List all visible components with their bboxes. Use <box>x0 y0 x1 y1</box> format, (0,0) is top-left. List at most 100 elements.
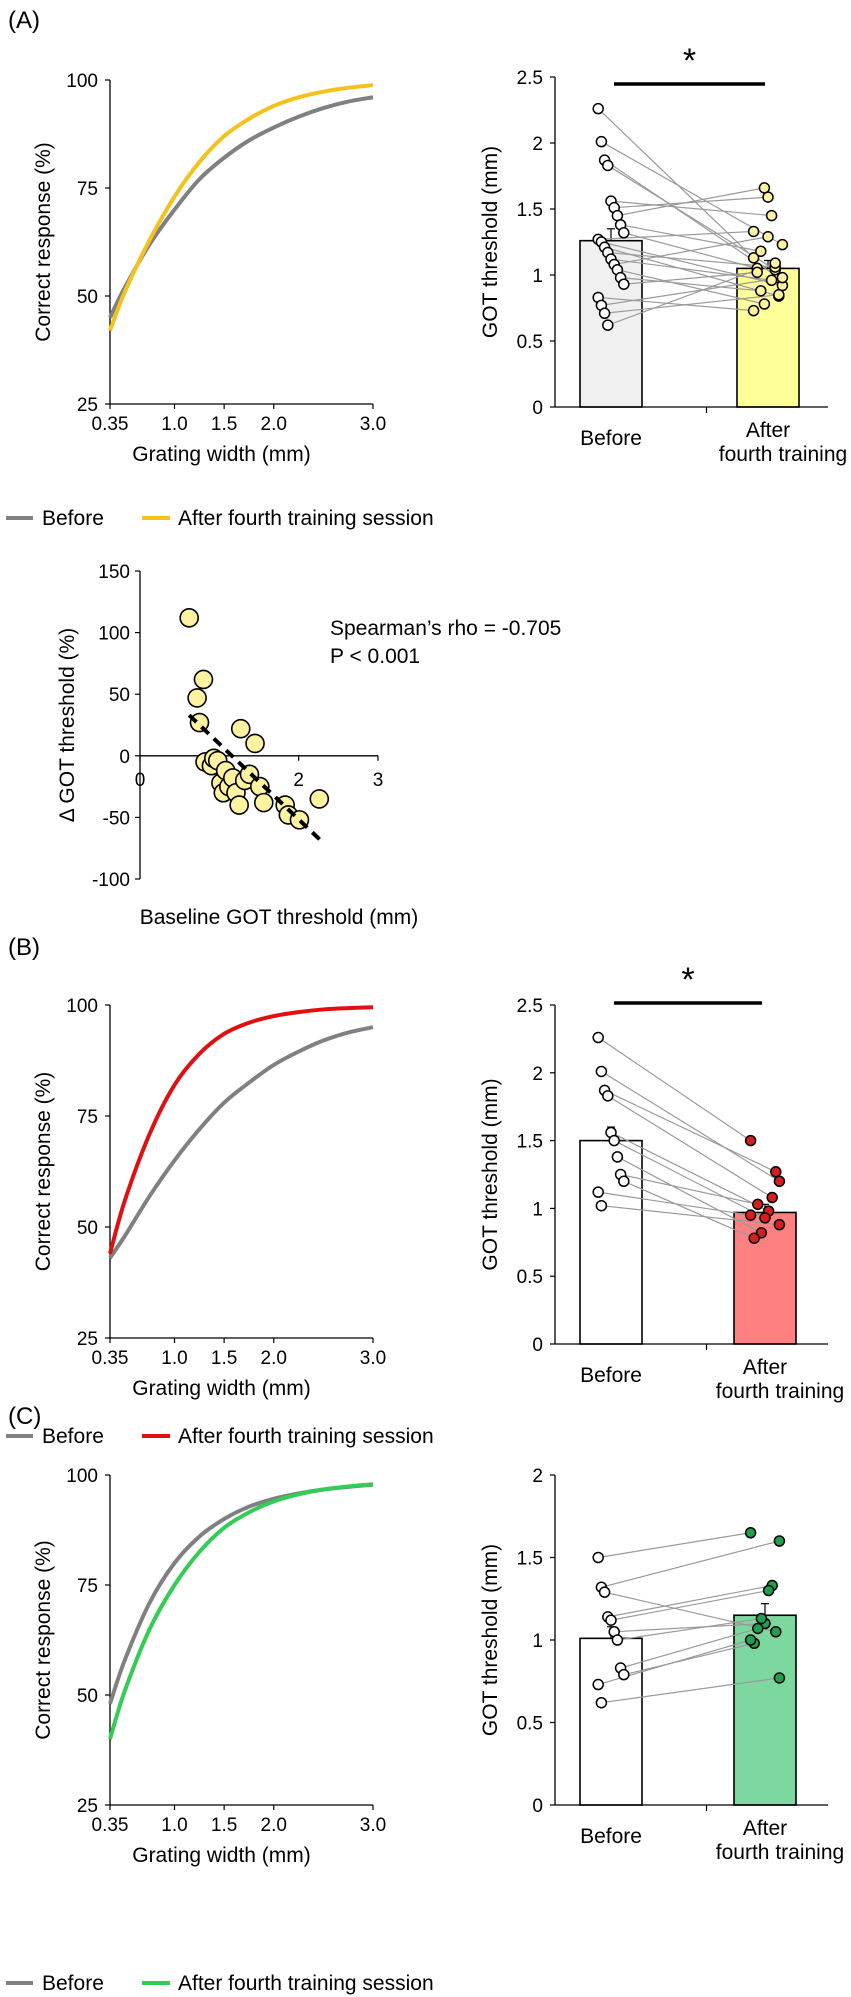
pair-line <box>601 277 783 306</box>
point-before <box>618 227 630 239</box>
point-after <box>773 1672 786 1684</box>
y-axis-label: GOT threshold (mm) <box>479 146 502 338</box>
point-after <box>755 245 767 257</box>
y-axis-label: Correct response (%) <box>32 1540 55 1740</box>
scatter-point <box>229 795 249 815</box>
pair-line <box>607 1095 773 1199</box>
x-tick-label: 0.35 <box>92 414 129 435</box>
pair-line <box>598 1532 751 1559</box>
pair-line <box>601 1205 780 1226</box>
y-tick-label: 100 <box>66 1466 98 1487</box>
y-tick-label: 50 <box>77 1218 98 1239</box>
point-after <box>755 285 767 297</box>
series-line-after <box>108 83 374 332</box>
panel-label: (B) <box>8 934 40 961</box>
series-line-after <box>108 1482 374 1740</box>
y-tick-label: 25 <box>77 1796 98 1817</box>
point-after <box>765 274 778 287</box>
y-tick-label: 2 <box>532 134 543 155</box>
x-tick-label: 1.0 <box>161 414 187 435</box>
y-tick-label: 0.5 <box>517 1714 543 1735</box>
point-before <box>602 319 614 331</box>
y-tick-label: 75 <box>77 1107 98 1128</box>
y-tick-label: 1.5 <box>517 1549 543 1570</box>
x-axis-label: Grating width (mm) <box>132 1844 311 1867</box>
y-tick-label: 50 <box>77 287 98 308</box>
pair-line <box>604 294 779 314</box>
point-after <box>766 1191 778 1204</box>
pair-line <box>610 200 772 217</box>
y-tick-label: 2.5 <box>517 68 543 89</box>
scatter-point <box>253 792 274 813</box>
point-before <box>592 102 604 115</box>
point-after <box>744 1134 757 1147</box>
pair-line <box>623 1180 755 1239</box>
scatter-point <box>179 608 199 628</box>
point-after <box>773 1175 786 1188</box>
pair-line <box>610 1589 769 1621</box>
pair-line <box>607 164 776 271</box>
point-after <box>748 1232 760 1244</box>
x-axis-label: Baseline GOT threshold (mm) <box>140 906 419 929</box>
y-tick-label: 0 <box>532 1796 543 1817</box>
legend-label-before: Before <box>42 507 104 530</box>
bar-after <box>733 1614 797 1806</box>
point-before <box>592 1186 604 1198</box>
point-after <box>769 257 781 269</box>
pair-line <box>604 246 779 297</box>
point-after <box>776 271 789 284</box>
x-axis-label: Grating width (mm) <box>132 443 311 466</box>
y-tick-label: -50 <box>103 808 130 829</box>
point-after <box>762 230 774 243</box>
pair-line <box>607 1584 773 1618</box>
y-tick-label: 0 <box>532 398 543 419</box>
pair-line <box>601 1677 780 1704</box>
point-after <box>773 289 785 301</box>
bar-after <box>736 267 800 408</box>
x-tick-label: 0 <box>135 770 146 791</box>
point-after <box>762 1584 775 1597</box>
pair-line <box>617 269 765 305</box>
point-after <box>758 298 771 310</box>
point-after <box>770 1166 782 1178</box>
y-tick-label: 0.5 <box>517 332 543 353</box>
x-tick-label: 2.0 <box>261 1815 287 1836</box>
point-before <box>592 1678 604 1691</box>
y-tick-label: 50 <box>77 1686 98 1707</box>
panel-label: (A) <box>8 7 40 34</box>
panel-label: (C) <box>8 1403 41 1430</box>
pair-line <box>620 1627 758 1669</box>
pair-line <box>614 1622 766 1633</box>
category-label-before: Before <box>580 427 642 450</box>
x-tick-label: 1.5 <box>211 414 237 435</box>
point-before <box>602 1090 614 1102</box>
y-tick-label: 1 <box>532 1199 543 1220</box>
series-line-before <box>108 95 374 319</box>
point-before <box>595 1696 608 1709</box>
pair-line <box>623 1642 755 1676</box>
scatter-point <box>245 733 265 754</box>
pair-line <box>598 296 754 312</box>
category-label-after-line1: After <box>743 1817 787 1840</box>
point-before <box>592 1551 604 1564</box>
x-tick-label: 0.35 <box>92 1815 129 1836</box>
point-after <box>744 1527 757 1539</box>
y-tick-label: 50 <box>109 685 130 706</box>
y-axis-label: Correct response (%) <box>32 1072 55 1272</box>
x-tick-label: 1.5 <box>211 1348 237 1369</box>
y-axis-label: GOT threshold (mm) <box>479 1544 502 1736</box>
correlation-annotation: Spearman’s rho = -0.705 <box>330 617 561 640</box>
category-label-before: Before <box>580 1364 642 1387</box>
y-tick-label: 75 <box>77 1576 98 1597</box>
x-axis-label: Grating width (mm) <box>132 1377 311 1400</box>
point-before <box>595 1065 608 1078</box>
y-tick-label: 150 <box>98 562 130 583</box>
legend-label-after: After fourth training session <box>178 1972 434 1995</box>
p-value-annotation: P < 0.001 <box>330 645 420 668</box>
pair-line <box>620 224 761 252</box>
y-tick-label: 100 <box>66 996 98 1017</box>
bar-before <box>579 1139 643 1345</box>
point-before <box>598 1586 611 1598</box>
point-before <box>605 1614 617 1626</box>
point-after <box>744 1209 757 1221</box>
